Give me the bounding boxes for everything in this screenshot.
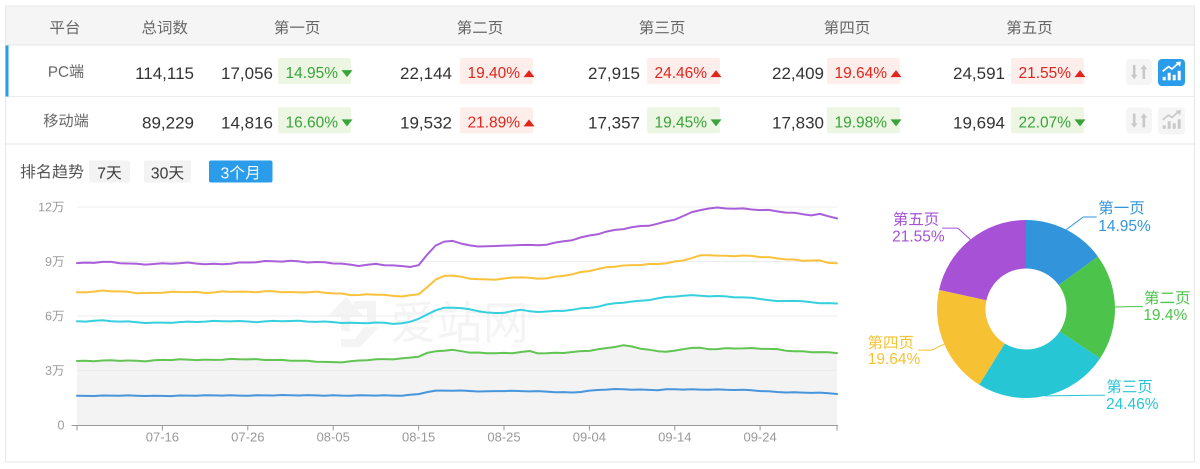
svg-text:0: 0 — [58, 418, 65, 432]
svg-text:07-26: 07-26 — [231, 429, 264, 444]
svg-text:89,229: 89,229 — [142, 113, 194, 132]
svg-text:19.4%: 19.4% — [1143, 307, 1187, 324]
svg-text:17,357: 17,357 — [588, 113, 640, 132]
svg-text:09-04: 09-04 — [573, 429, 606, 444]
svg-text:17,830: 17,830 — [772, 113, 824, 132]
svg-text:19.64%: 19.64% — [835, 65, 888, 82]
svg-text:19,532: 19,532 — [400, 113, 452, 132]
svg-text:19.98%: 19.98% — [835, 114, 888, 131]
svg-text:24.46%: 24.46% — [655, 65, 708, 82]
svg-text:19.40%: 19.40% — [468, 65, 521, 82]
svg-text:09-14: 09-14 — [658, 429, 691, 444]
svg-text:19.45%: 19.45% — [655, 114, 708, 131]
svg-text:19.64%: 19.64% — [868, 351, 921, 368]
svg-text:08-15: 08-15 — [402, 429, 435, 444]
svg-text:07-16: 07-16 — [146, 429, 179, 444]
svg-text:16.60%: 16.60% — [286, 114, 339, 131]
svg-text:08-05: 08-05 — [317, 429, 350, 444]
svg-text:27,915: 27,915 — [588, 64, 640, 83]
svg-text:17,056: 17,056 — [221, 64, 273, 83]
svg-text:24.46%: 24.46% — [1106, 396, 1159, 413]
svg-text:19,694: 19,694 — [953, 113, 1005, 132]
svg-text:08-25: 08-25 — [487, 429, 520, 444]
svg-text:21.89%: 21.89% — [468, 114, 521, 131]
svg-text:14.95%: 14.95% — [286, 65, 339, 82]
svg-text:22,144: 22,144 — [400, 64, 452, 83]
svg-text:21.55%: 21.55% — [892, 228, 945, 245]
svg-text:09-24: 09-24 — [743, 429, 776, 444]
svg-text:21.55%: 21.55% — [1019, 65, 1072, 82]
svg-text:22,409: 22,409 — [772, 64, 824, 83]
svg-text:24,591: 24,591 — [953, 64, 1005, 83]
svg-text:14.95%: 14.95% — [1098, 218, 1151, 235]
svg-text:14,816: 14,816 — [221, 113, 273, 132]
svg-text:114,115: 114,115 — [135, 64, 194, 83]
svg-text:22.07%: 22.07% — [1019, 114, 1072, 131]
